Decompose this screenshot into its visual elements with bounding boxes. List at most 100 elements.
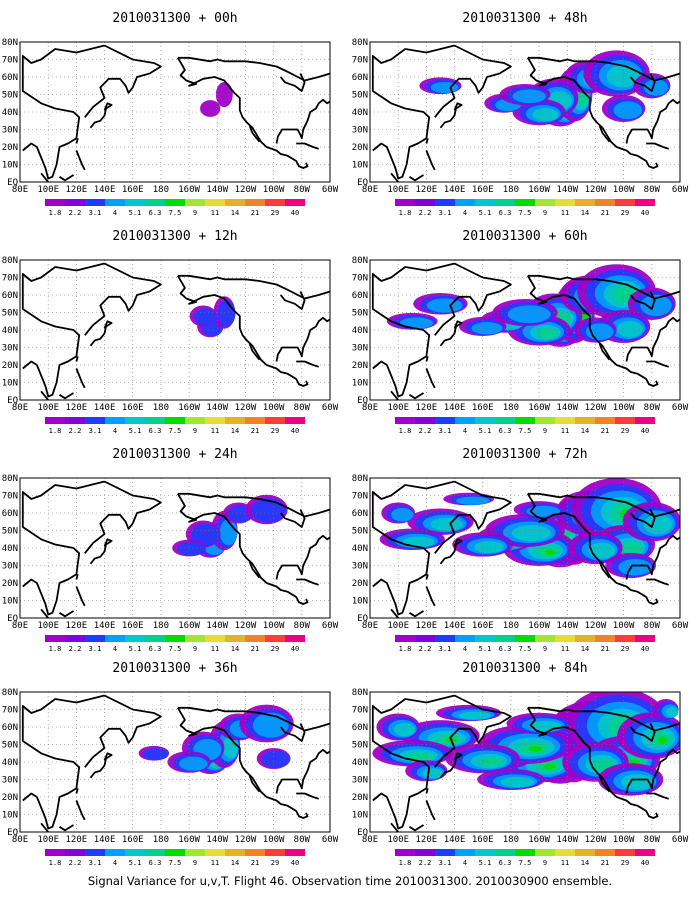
colorbar-swatch — [495, 849, 515, 856]
variance-contour — [177, 541, 206, 556]
lon-tick-label: 140W — [556, 403, 578, 413]
colorbar-label: 9 — [543, 427, 547, 435]
colorbar-swatch — [245, 199, 265, 206]
coastline — [425, 586, 436, 607]
colorbar-label: 40 — [291, 427, 299, 435]
lon-tick-label: 80W — [644, 621, 661, 631]
coastline — [409, 174, 424, 182]
colorbar-swatch — [85, 417, 105, 424]
lon-tick-label: 80E — [12, 835, 28, 845]
lon-tick-label: 80W — [644, 835, 661, 845]
lon-tick-label: 180 — [503, 621, 519, 631]
colorbar-swatch — [225, 199, 245, 206]
coastline — [279, 509, 306, 528]
variance-contour — [657, 736, 668, 744]
lat-tick-label: 20N — [2, 793, 18, 803]
lon-tick-label: 120W — [585, 621, 607, 631]
lat-tick-label: 30N — [352, 126, 368, 136]
colorbar-label: 6.3 — [499, 209, 512, 217]
colorbar-label: 29 — [271, 427, 279, 435]
variance-contour — [143, 748, 169, 761]
lon-tick-label: 100W — [613, 403, 635, 413]
colorbar-swatch — [265, 849, 285, 856]
lon-tick-label: 180 — [153, 403, 169, 413]
colorbar-label: 14 — [581, 645, 589, 653]
lon-tick-label: 140E — [94, 621, 116, 631]
coastline — [275, 98, 330, 144]
variance-contour — [471, 322, 503, 335]
colorbar-swatch — [575, 417, 595, 424]
lat-tick-label: EQ — [357, 614, 368, 624]
colorbar-swatch — [495, 199, 515, 206]
coastline — [434, 262, 512, 336]
colorbar-swatch — [285, 199, 305, 206]
colorbar-swatch — [475, 417, 495, 424]
lat-tick-label: 40N — [2, 326, 18, 336]
colorbar-swatch — [395, 199, 415, 206]
coastline — [248, 343, 261, 361]
coastline — [646, 792, 669, 800]
coastline — [75, 800, 86, 821]
colorbar-swatch — [595, 199, 615, 206]
colorbar-swatch — [615, 635, 635, 642]
lat-tick-label: EQ — [7, 614, 18, 624]
lon-tick-label: 100W — [613, 621, 635, 631]
variance-contour — [190, 523, 220, 547]
colorbar-swatch — [85, 199, 105, 206]
colorbar-label: 5.1 — [129, 645, 142, 653]
colorbar-label: 5.1 — [479, 209, 492, 217]
lon-tick-label: 80E — [362, 621, 378, 631]
panel-title: 2010031300 + 60h — [462, 229, 587, 244]
coastline — [275, 534, 330, 580]
variance-contour — [643, 514, 673, 535]
lat-tick-label: 20N — [352, 361, 368, 371]
colorbar-label: 21 — [601, 645, 609, 653]
lon-tick-label: 80W — [644, 185, 661, 195]
coastline — [598, 775, 611, 793]
variance-contour — [402, 536, 435, 548]
colorbar-label: 1.8 — [49, 859, 62, 867]
lat-tick-label: 10N — [2, 597, 18, 607]
lon-tick-label: 100W — [263, 835, 285, 845]
colorbar-swatch — [555, 417, 575, 424]
lat-tick-label: 80N — [2, 38, 18, 48]
coastline — [89, 320, 113, 347]
coastline — [409, 610, 424, 618]
lon-tick-label: 160E — [122, 185, 144, 195]
lon-tick-label: 100E — [37, 835, 59, 845]
lat-tick-label: 60N — [352, 723, 368, 733]
coastline — [296, 792, 319, 800]
lon-tick-label: 100W — [613, 185, 635, 195]
colorbar-swatch — [205, 199, 225, 206]
lat-tick-label: 10N — [2, 811, 18, 821]
colorbar-swatch — [635, 417, 655, 424]
lon-tick-label: 180 — [503, 835, 519, 845]
colorbar-swatch — [225, 635, 245, 642]
lon-tick-label: 160W — [528, 621, 550, 631]
variance-contour — [532, 108, 559, 122]
colorbar-swatch — [455, 417, 475, 424]
colorbar-swatch — [535, 199, 555, 206]
coastline — [629, 723, 656, 742]
lat-tick-label: 70N — [352, 274, 368, 284]
variance-contour — [251, 498, 287, 523]
coastline — [177, 493, 309, 605]
lat-tick-label: 10N — [352, 161, 368, 171]
coastline — [527, 274, 680, 300]
variance-contour — [426, 298, 463, 313]
colorbar-label: 40 — [291, 645, 299, 653]
coastline — [439, 538, 463, 565]
panel-title: 2010031300 + 48h — [462, 11, 587, 26]
lon-tick-label: 60W — [672, 185, 689, 195]
colorbar-label: 2.2 — [419, 645, 432, 653]
colorbar-swatch — [515, 635, 535, 642]
coastline — [625, 316, 680, 362]
colorbar-swatch — [395, 849, 415, 856]
colorbar-label: 3.1 — [439, 209, 452, 217]
colorbar-swatch — [245, 849, 265, 856]
coastline — [296, 578, 319, 586]
colorbar-label: 4 — [463, 427, 467, 435]
colorbar-swatch — [225, 417, 245, 424]
lon-tick-label: 120E — [66, 403, 88, 413]
lat-tick-label: 40N — [2, 544, 18, 554]
